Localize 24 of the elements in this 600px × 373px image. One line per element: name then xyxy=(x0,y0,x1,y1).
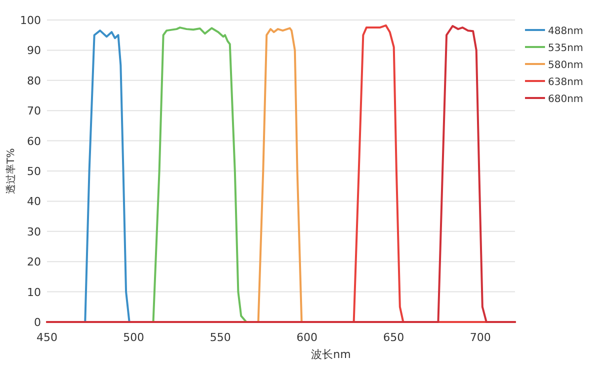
y-tick-label: 0 xyxy=(34,316,41,329)
y-tick-label: 50 xyxy=(27,165,41,178)
x-tick-label: 450 xyxy=(36,331,58,344)
y-tick-label: 70 xyxy=(27,104,41,118)
y-tick-label: 30 xyxy=(27,225,41,238)
x-axis-title: 波长nm xyxy=(311,348,351,361)
y-tick-label: 90 xyxy=(27,44,41,58)
legend-label: 580nm xyxy=(548,60,584,71)
y-tick-label: 10 xyxy=(27,286,41,299)
x-tick-label: 650 xyxy=(383,331,404,344)
x-tick-label: 500 xyxy=(123,331,144,344)
y-tick-label: 20 xyxy=(27,256,41,269)
y-axis-title: 透过率T% xyxy=(5,148,17,194)
y-tick-label: 100 xyxy=(20,14,41,27)
legend-label: 488nm xyxy=(548,26,584,37)
legend-label: 638nm xyxy=(548,77,584,88)
legend-label: 535nm xyxy=(548,43,584,54)
x-tick-label: 550 xyxy=(210,331,231,344)
legend-label: 680nm xyxy=(548,94,584,105)
x-tick-label: 700 xyxy=(470,331,491,344)
x-tick-label: 600 xyxy=(296,331,318,344)
y-tick-label: 80 xyxy=(27,74,41,88)
y-tick-label: 60 xyxy=(27,134,41,148)
y-tick-label: 40 xyxy=(27,195,41,208)
